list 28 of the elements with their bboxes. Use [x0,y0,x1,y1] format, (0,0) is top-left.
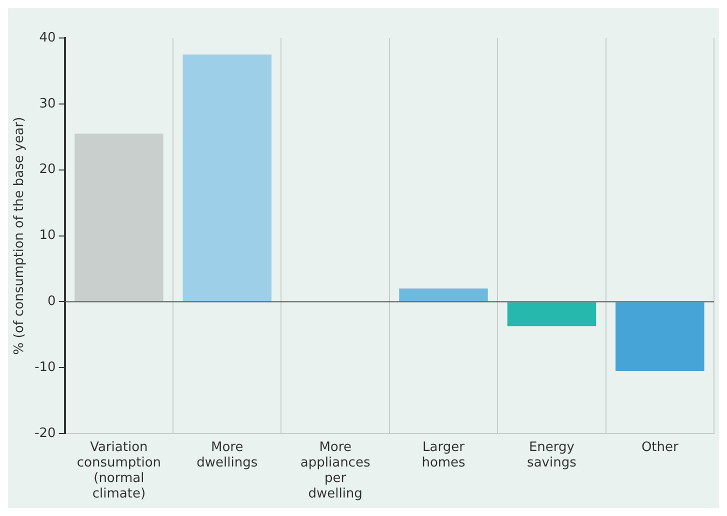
y-tick-label: -20 [34,426,56,441]
bar [616,302,704,371]
category-label: Other [641,440,678,455]
y-tick-label: 0 [48,294,56,310]
category-label: appliances [300,455,370,470]
bar [182,54,272,302]
category-label: consumption [76,455,162,470]
category-label: Variation [90,440,148,455]
bar [507,302,596,326]
y-tick-label: -10 [34,360,56,376]
category-label: Larger [422,440,464,455]
category-label: More [211,440,244,455]
category-label: Energy [528,440,574,455]
category-label: per [324,470,346,486]
category-label: homes [422,455,466,470]
bar [74,134,164,302]
category-label: More [319,440,352,455]
category-label: climate) [92,486,146,502]
category-label: savings [527,455,576,470]
category-label: dwellings [196,455,258,470]
category-label: dwelling [308,486,362,502]
bar [399,288,488,302]
y-tick-label: 40 [39,30,56,46]
y-axis-title: % (of consumption of the base year) [12,116,28,355]
y-tick-label: 10 [39,228,56,244]
y-tick-label: 20 [39,162,56,178]
category-label: (normal [94,470,144,486]
y-tick-label: 30 [39,96,56,112]
